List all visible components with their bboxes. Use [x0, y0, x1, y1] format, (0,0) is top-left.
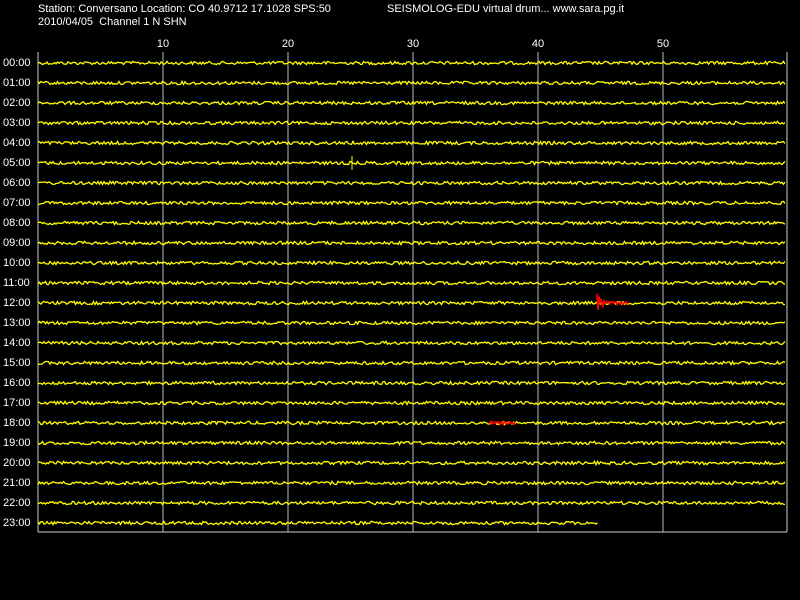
seismic-trace: [37, 240, 786, 247]
hour-label: 03:00: [3, 117, 31, 129]
hour-label: 23:00: [3, 517, 31, 529]
hour-label: 13:00: [3, 317, 31, 329]
seismic-event: [596, 293, 629, 311]
seismic-trace: [38, 400, 786, 406]
seismic-trace: [37, 120, 786, 126]
station-info: Station: Conversano Location: CO 40.9712…: [38, 3, 331, 15]
seismic-trace: [37, 419, 785, 426]
hour-label: 12:00: [3, 297, 31, 309]
hour-label: 05:00: [3, 157, 31, 169]
hour-label: 02:00: [3, 97, 31, 109]
minute-label: 40: [532, 38, 544, 50]
seismic-trace: [37, 259, 786, 266]
hour-label: 21:00: [3, 477, 31, 489]
seismic-trace: [37, 200, 786, 206]
seismic-trace: [37, 520, 598, 526]
hour-label: 01:00: [3, 77, 31, 89]
hour-label: 09:00: [3, 237, 31, 249]
seismic-trace: [37, 140, 786, 147]
date-channel: 2010/04/05 Channel 1 N SHN: [38, 16, 187, 28]
seismic-trace: [37, 320, 786, 326]
hour-label: 17:00: [3, 397, 31, 409]
seismic-trace: [37, 180, 786, 186]
seismic-trace: [37, 380, 786, 386]
seismic-trace: [37, 480, 786, 486]
seismic-trace: [37, 280, 786, 286]
minute-label: 10: [157, 38, 169, 50]
seismic-trace: [37, 160, 786, 166]
hour-label: 16:00: [3, 377, 31, 389]
hour-label: 10:00: [3, 257, 31, 269]
program-info: SEISMOLOG-EDU virtual drum... www.sara.p…: [387, 3, 624, 15]
seismic-trace: [37, 79, 786, 86]
hour-label: 08:00: [3, 217, 31, 229]
seismic-trace: [37, 100, 786, 106]
seismic-event: [489, 420, 516, 427]
hour-label: 06:00: [3, 177, 31, 189]
seismic-trace: [37, 220, 786, 226]
hour-label: 11:00: [3, 277, 30, 289]
hour-label: 22:00: [3, 497, 31, 509]
seismic-trace: [37, 340, 786, 346]
hour-label: 20:00: [3, 457, 31, 469]
minute-label: 50: [657, 38, 669, 50]
hour-label: 18:00: [3, 417, 31, 429]
seismic-trace: [37, 500, 786, 506]
seismic-trace: [37, 60, 786, 66]
hour-label: 00:00: [3, 57, 31, 69]
hour-label: 19:00: [3, 437, 31, 449]
hour-label: 07:00: [3, 197, 31, 209]
hour-label: 04:00: [3, 137, 31, 149]
hour-label: 15:00: [3, 357, 31, 369]
minute-label: 20: [282, 38, 294, 50]
seismic-trace: [37, 459, 786, 467]
seismic-trace: [37, 440, 786, 446]
hour-label: 14:00: [3, 337, 31, 349]
seismic-trace: [37, 359, 786, 366]
minute-label: 30: [407, 38, 419, 50]
seismic-trace: [37, 300, 786, 306]
